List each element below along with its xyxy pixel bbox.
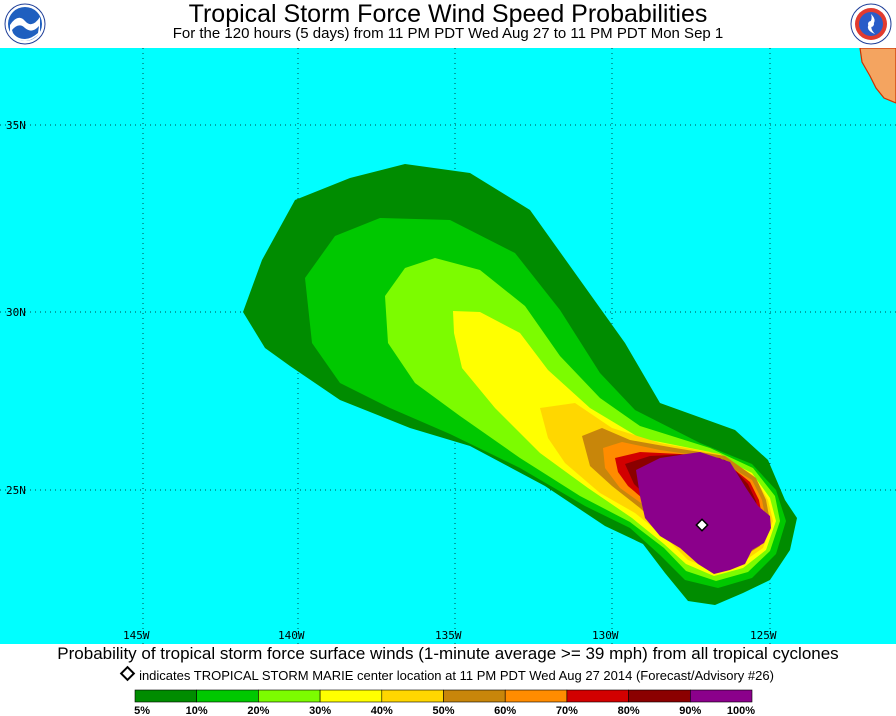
footer: Probability of tropical storm force surf… (0, 644, 896, 716)
header: Tropical Storm Force Wind Speed Probabil… (0, 0, 896, 48)
legend-label: 80% (618, 705, 640, 716)
lat-label: 35N (6, 119, 26, 132)
legend-swatch (504, 689, 568, 703)
nws-logo (850, 3, 892, 45)
legend-swatch (443, 689, 506, 703)
legend-swatch (258, 689, 321, 703)
probability-contours (243, 164, 797, 605)
lon-label: 140W (278, 629, 305, 642)
storm-center-note: indicates TROPICAL STORM MARIE center lo… (0, 665, 896, 684)
legend-swatch (319, 689, 383, 703)
legend-label: 60% (494, 705, 516, 716)
storm-center-note-text: indicates TROPICAL STORM MARIE center lo… (139, 668, 774, 683)
contour-90 (636, 452, 771, 574)
probability-legend: 5% 10% 20% 30% 40% 50% 60% 70% 80% 90% 100% (134, 689, 755, 716)
legend-label: 50% (432, 705, 454, 716)
legend-swatch (134, 689, 198, 703)
legend-swatch (381, 689, 444, 703)
legend-label: 30% (309, 705, 331, 716)
legend-label: 90% (679, 705, 701, 716)
lat-label: 25N (6, 484, 26, 497)
lat-labels: 35N 30N 25N (6, 119, 26, 497)
map-title: Tropical Storm Force Wind Speed Probabil… (188, 0, 708, 28)
lon-label: 135W (435, 629, 462, 642)
noaa-logo (4, 3, 46, 45)
probability-map: 35N 30N 25N 145W 140W 135W 130W 125W (0, 48, 896, 644)
california-coast (859, 48, 896, 104)
lon-label: 145W (123, 629, 150, 642)
storm-center-marker (695, 518, 709, 532)
legend-label: 40% (371, 705, 393, 716)
legend-label: 20% (247, 705, 269, 716)
map-subtitle: For the 120 hours (5 days) from 11 PM PD… (172, 25, 724, 42)
diamond-icon (119, 665, 136, 682)
legend-label: 70% (556, 705, 578, 716)
lon-label: 130W (592, 629, 619, 642)
legend-label: 10% (186, 705, 208, 716)
legend-swatch (628, 689, 691, 703)
lon-labels: 145W 140W 135W 130W 125W (123, 629, 777, 642)
lon-label: 125W (750, 629, 777, 642)
legend-swatch (689, 689, 753, 703)
legend-swatch (566, 689, 629, 703)
legend-label: 100% (727, 705, 755, 716)
legend-swatch (196, 689, 259, 703)
map-caption: Probability of tropical storm force surf… (57, 644, 839, 663)
legend-label: 5% (134, 705, 150, 716)
lat-label: 30N (6, 306, 26, 319)
